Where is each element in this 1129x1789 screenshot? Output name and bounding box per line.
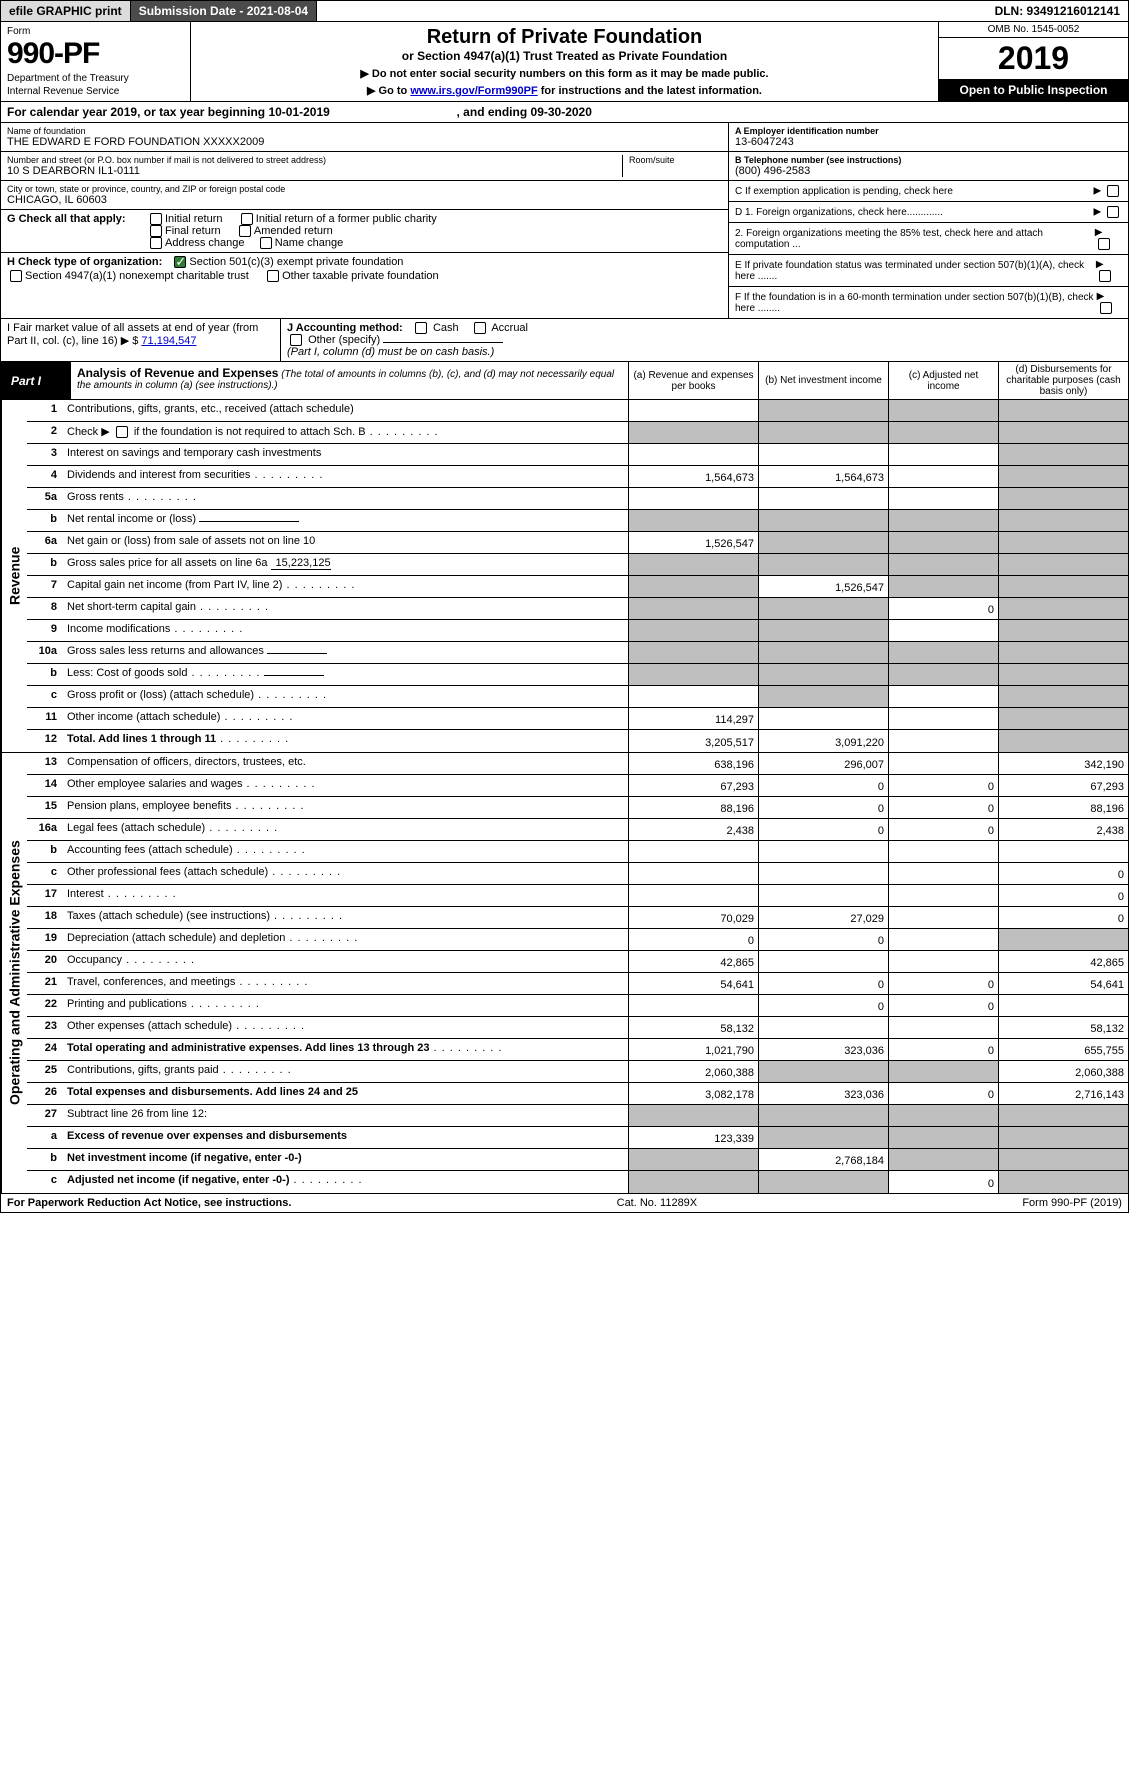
e-checkbox[interactable] (1099, 270, 1111, 282)
form-number: 990-PF (7, 37, 184, 71)
form-header: Form 990-PF Department of the Treasury I… (0, 22, 1129, 102)
efile-print-button[interactable]: efile GRAPHIC print (1, 1, 131, 21)
ein-value: 13-6047243 (735, 136, 1122, 148)
d2-label: 2. Foreign organizations meeting the 85%… (735, 228, 1095, 250)
calendar-year-row: For calendar year 2019, or tax year begi… (0, 102, 1129, 123)
name-change-checkbox[interactable] (260, 237, 272, 249)
f-label: F If the foundation is in a 60-month ter… (735, 292, 1097, 314)
form-ref: Form 990-PF (2019) (1022, 1197, 1122, 1209)
foundation-name: THE EDWARD E FORD FOUNDATION XXXXX2009 (7, 136, 722, 148)
open-public-label: Open to Public Inspection (939, 79, 1128, 101)
c-checkbox[interactable] (1107, 185, 1119, 197)
other-taxable-checkbox[interactable] (267, 270, 279, 282)
footer: For Paperwork Reduction Act Notice, see … (0, 1194, 1129, 1213)
expenses-side-label: Operating and Administrative Expenses (1, 753, 27, 1193)
name-label: Name of foundation (7, 126, 722, 136)
phone-label: B Telephone number (see instructions) (735, 155, 901, 165)
h-check-row: H Check type of organization: Section 50… (1, 253, 728, 285)
revenue-section: Revenue 1Contributions, gifts, grants, e… (0, 400, 1129, 753)
i-label: I Fair market value of all assets at end… (7, 322, 258, 347)
i-j-row: I Fair market value of all assets at end… (0, 319, 1129, 362)
city-label: City or town, state or province, country… (7, 184, 722, 194)
form-subtitle: or Section 4947(a)(1) Trust Treated as P… (197, 49, 932, 63)
omb-number: OMB No. 1545-0052 (939, 22, 1128, 38)
f-checkbox[interactable] (1100, 302, 1112, 314)
form-label: Form (7, 26, 184, 37)
top-bar: efile GRAPHIC print Submission Date - 20… (0, 0, 1129, 22)
expenses-section: Operating and Administrative Expenses 13… (0, 753, 1129, 1194)
instruction-2: ▶ Go to www.irs.gov/Form990PF for instru… (197, 84, 932, 97)
tax-year: 2019 (939, 38, 1128, 79)
instruction-1: ▶ Do not enter social security numbers o… (197, 67, 932, 80)
d1-label: D 1. Foreign organizations, check here..… (735, 207, 943, 218)
cash-checkbox[interactable] (415, 322, 427, 334)
form-title: Return of Private Foundation (197, 26, 932, 49)
e-label: E If private foundation status was termi… (735, 260, 1096, 282)
other-method-checkbox[interactable] (290, 334, 302, 346)
j-note: (Part I, column (d) must be on cash basi… (287, 346, 494, 358)
address-value: 10 S DEARBORN IL1-0111 (7, 165, 622, 177)
d1-checkbox[interactable] (1107, 206, 1119, 218)
col-c-header: (c) Adjusted net income (888, 362, 998, 399)
amended-return-checkbox[interactable] (239, 225, 251, 237)
identification-block: Name of foundation THE EDWARD E FORD FOU… (0, 123, 1129, 319)
city-value: CHICAGO, IL 60603 (7, 194, 722, 206)
d2-checkbox[interactable] (1098, 238, 1110, 250)
dln-label: DLN: 93491216012141 (987, 1, 1128, 21)
address-change-checkbox[interactable] (150, 237, 162, 249)
dept-label: Department of the Treasury (7, 73, 184, 84)
accrual-checkbox[interactable] (474, 322, 486, 334)
submission-date: Submission Date - 2021-08-04 (131, 1, 317, 21)
col-a-header: (a) Revenue and expenses per books (628, 362, 758, 399)
initial-return-former-checkbox[interactable] (241, 213, 253, 225)
501c3-checkbox[interactable] (174, 256, 186, 268)
room-label: Room/suite (629, 155, 722, 165)
schb-checkbox[interactable] (116, 426, 128, 438)
col-b-header: (b) Net investment income (758, 362, 888, 399)
4947a1-checkbox[interactable] (10, 270, 22, 282)
revenue-side-label: Revenue (1, 400, 27, 752)
i-value: 71,194,547 (141, 335, 196, 347)
part1-title: Analysis of Revenue and Expenses (77, 366, 278, 380)
phone-value: (800) 496-2583 (735, 165, 1122, 177)
col-d-header: (d) Disbursements for charitable purpose… (998, 362, 1128, 399)
ein-label: A Employer identification number (735, 126, 879, 136)
cat-no: Cat. No. 11289X (617, 1197, 698, 1209)
final-return-checkbox[interactable] (150, 225, 162, 237)
irs-link[interactable]: www.irs.gov/Form990PF (410, 85, 537, 97)
g-check-row: G Check all that apply: Initial return I… (1, 210, 728, 253)
paperwork-notice: For Paperwork Reduction Act Notice, see … (7, 1197, 291, 1209)
c-exemption-label: C If exemption application is pending, c… (735, 186, 953, 197)
part1-label: Part I (1, 362, 71, 399)
irs-label: Internal Revenue Service (7, 86, 184, 97)
part1-header: Part I Analysis of Revenue and Expenses … (0, 362, 1129, 400)
initial-return-checkbox[interactable] (150, 213, 162, 225)
address-label: Number and street (or P.O. box number if… (7, 155, 622, 165)
